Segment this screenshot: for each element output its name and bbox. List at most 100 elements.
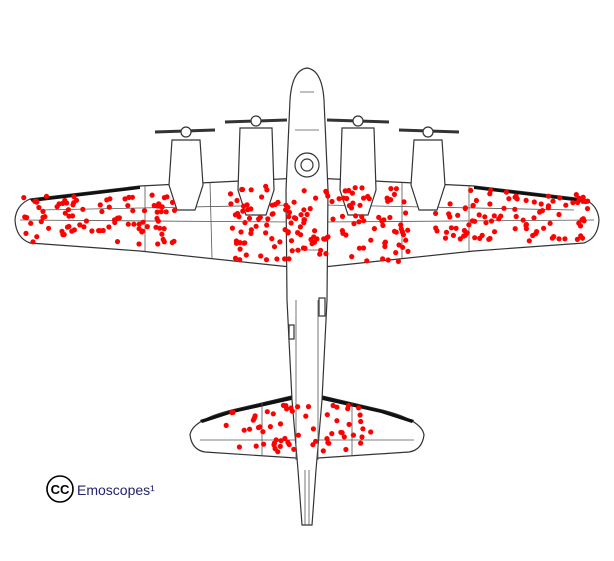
bullet-hole — [537, 209, 543, 215]
bullet-hole — [291, 199, 297, 205]
bullet-hole — [273, 437, 279, 443]
bullet-hole — [531, 215, 537, 221]
bullet-hole — [326, 440, 332, 446]
bullet-hole — [278, 438, 284, 444]
bullet-hole — [339, 430, 345, 436]
bullet-hole — [116, 215, 122, 221]
bullet-hole — [398, 222, 404, 228]
bullet-hole — [387, 214, 393, 221]
cc-logo: CC — [51, 482, 70, 497]
bullet-hole — [563, 202, 569, 208]
bullet-hole — [239, 186, 246, 193]
bullet-hole — [234, 197, 240, 204]
bullet-hole — [248, 230, 254, 236]
bullet-hole — [325, 234, 331, 240]
bullet-hole — [576, 220, 582, 226]
bullet-hole — [246, 215, 253, 221]
bullet-hole — [46, 225, 52, 231]
bullet-hole — [476, 212, 482, 218]
bullet-hole — [154, 209, 160, 215]
bullet-hole — [512, 226, 518, 232]
bullet-hole — [291, 446, 297, 452]
bullet-hole — [125, 221, 131, 227]
bullet-hole — [364, 258, 370, 264]
bullet-hole — [240, 208, 246, 214]
bullet-hole — [468, 187, 474, 193]
bullet-hole — [270, 211, 276, 217]
bullet-hole — [309, 241, 315, 247]
bullet-hole — [295, 404, 301, 410]
bullet-hole — [288, 238, 295, 244]
bullet-hole — [357, 202, 363, 208]
bullet-hole — [361, 195, 367, 201]
bullet-hole — [169, 199, 176, 205]
bullet-hole — [241, 240, 247, 246]
bullet-hole — [323, 251, 329, 257]
bullet-hole — [325, 193, 331, 199]
bullet-hole — [513, 213, 519, 220]
bullet-hole — [159, 231, 165, 237]
bullet-hole — [393, 186, 399, 192]
bullet-hole — [381, 217, 387, 223]
bullet-hole — [158, 209, 164, 215]
bullet-hole — [171, 207, 178, 213]
bullet-hole — [368, 429, 374, 435]
bullet-hole — [330, 216, 336, 222]
bullet-hole — [512, 194, 518, 200]
bullet-hole — [324, 436, 330, 442]
bullet-hole — [32, 198, 38, 204]
bullet-hole — [470, 203, 476, 209]
bullet-hole — [547, 220, 553, 226]
bullet-hole — [400, 232, 406, 238]
bullet-hole — [391, 191, 397, 197]
bullet-hole — [269, 236, 275, 242]
bullet-hole — [359, 434, 365, 440]
bullet-hole — [247, 426, 253, 432]
bullet-hole — [491, 213, 497, 219]
bullet-hole — [286, 209, 292, 215]
bullet-hole — [40, 208, 46, 214]
bullet-hole — [320, 448, 326, 454]
bullet-hole — [405, 227, 411, 233]
bullet-hole — [71, 227, 77, 233]
bullet-hole — [360, 245, 367, 251]
bullet-hole — [59, 228, 65, 234]
bullet-hole — [301, 188, 307, 194]
bullet-hole — [264, 409, 270, 415]
bullet-hole — [106, 224, 112, 230]
bullet-hole — [284, 406, 290, 412]
bullet-hole — [562, 236, 568, 242]
bullet-hole — [241, 427, 247, 433]
bullet-hole — [345, 406, 351, 412]
bullet-hole — [487, 235, 493, 242]
bullet-hole — [263, 257, 270, 263]
bullet-hole — [356, 245, 362, 251]
bullet-hole — [227, 191, 234, 197]
bullet-hole — [125, 203, 131, 209]
bullet-hole — [163, 209, 169, 215]
bullet-hole — [349, 190, 355, 196]
bullet-hole — [312, 228, 318, 234]
bullet-hole — [275, 449, 281, 455]
bullet-hole — [574, 236, 581, 242]
bullet-hole — [360, 426, 366, 432]
bullet-hole — [261, 441, 267, 447]
bullet-hole — [503, 189, 509, 195]
bullet-hole — [398, 226, 404, 232]
bullet-hole — [112, 219, 118, 226]
bullet-hole — [71, 194, 77, 200]
bullet-hole — [400, 244, 406, 250]
bullet-hole — [131, 221, 137, 227]
bullet-hole — [301, 220, 307, 226]
bullet-hole — [270, 411, 276, 417]
bullet-hole — [253, 223, 259, 229]
bullet-hole — [64, 224, 71, 230]
bullet-hole — [237, 240, 243, 246]
bullet-hole — [264, 222, 270, 228]
bullet-hole — [584, 206, 591, 212]
bullet-hole — [523, 197, 529, 203]
bullet-hole — [34, 234, 40, 240]
bullet-hole — [301, 207, 307, 213]
bullet-hole — [283, 207, 289, 213]
bullet-hole — [161, 195, 167, 201]
